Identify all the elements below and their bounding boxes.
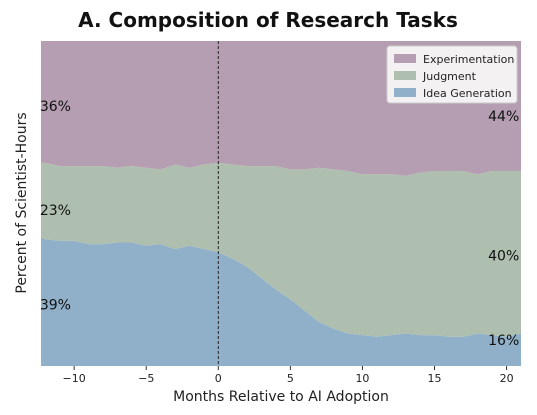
share-label: 39% [40,297,71,313]
legend-swatch-idea-generation [394,88,416,97]
legend-label-idea-generation: Idea Generation [423,87,512,100]
share-label: 16% [488,333,519,349]
legend-swatch-experimentation [394,54,416,63]
share-label: 23% [40,203,71,219]
x-tick-label: 10 [355,372,369,385]
area-idea-generation [41,237,521,366]
x-tick-label: 0 [215,372,222,385]
x-tick-label: −5 [138,372,154,385]
area-judgment [41,162,521,337]
x-tick-label: 20 [500,372,514,385]
y-axis-label: Percent of Scientist-Hours [14,112,30,293]
legend-box [386,45,518,104]
legend-label-judgment: Judgment [422,70,477,83]
chart-title: A. Composition of Research Tasks [78,8,458,32]
x-axis-ticks: −10 −5 0 5 10 15 20 [63,366,514,385]
share-annotations: 36% 23% 39% 44% 40% 16% [40,99,519,349]
legend-label-experimentation: Experimentation [423,53,514,66]
x-tick-label: 5 [287,372,294,385]
legend: Experimentation Judgment Idea Generation [386,45,518,104]
share-label: 36% [40,99,71,115]
share-label: 44% [488,109,519,125]
x-tick-label: −10 [63,372,86,385]
legend-swatch-judgment [394,71,416,80]
x-tick-label: 15 [428,372,442,385]
share-label: 40% [488,249,519,265]
x-axis-label: Months Relative to AI Adoption [173,389,389,405]
